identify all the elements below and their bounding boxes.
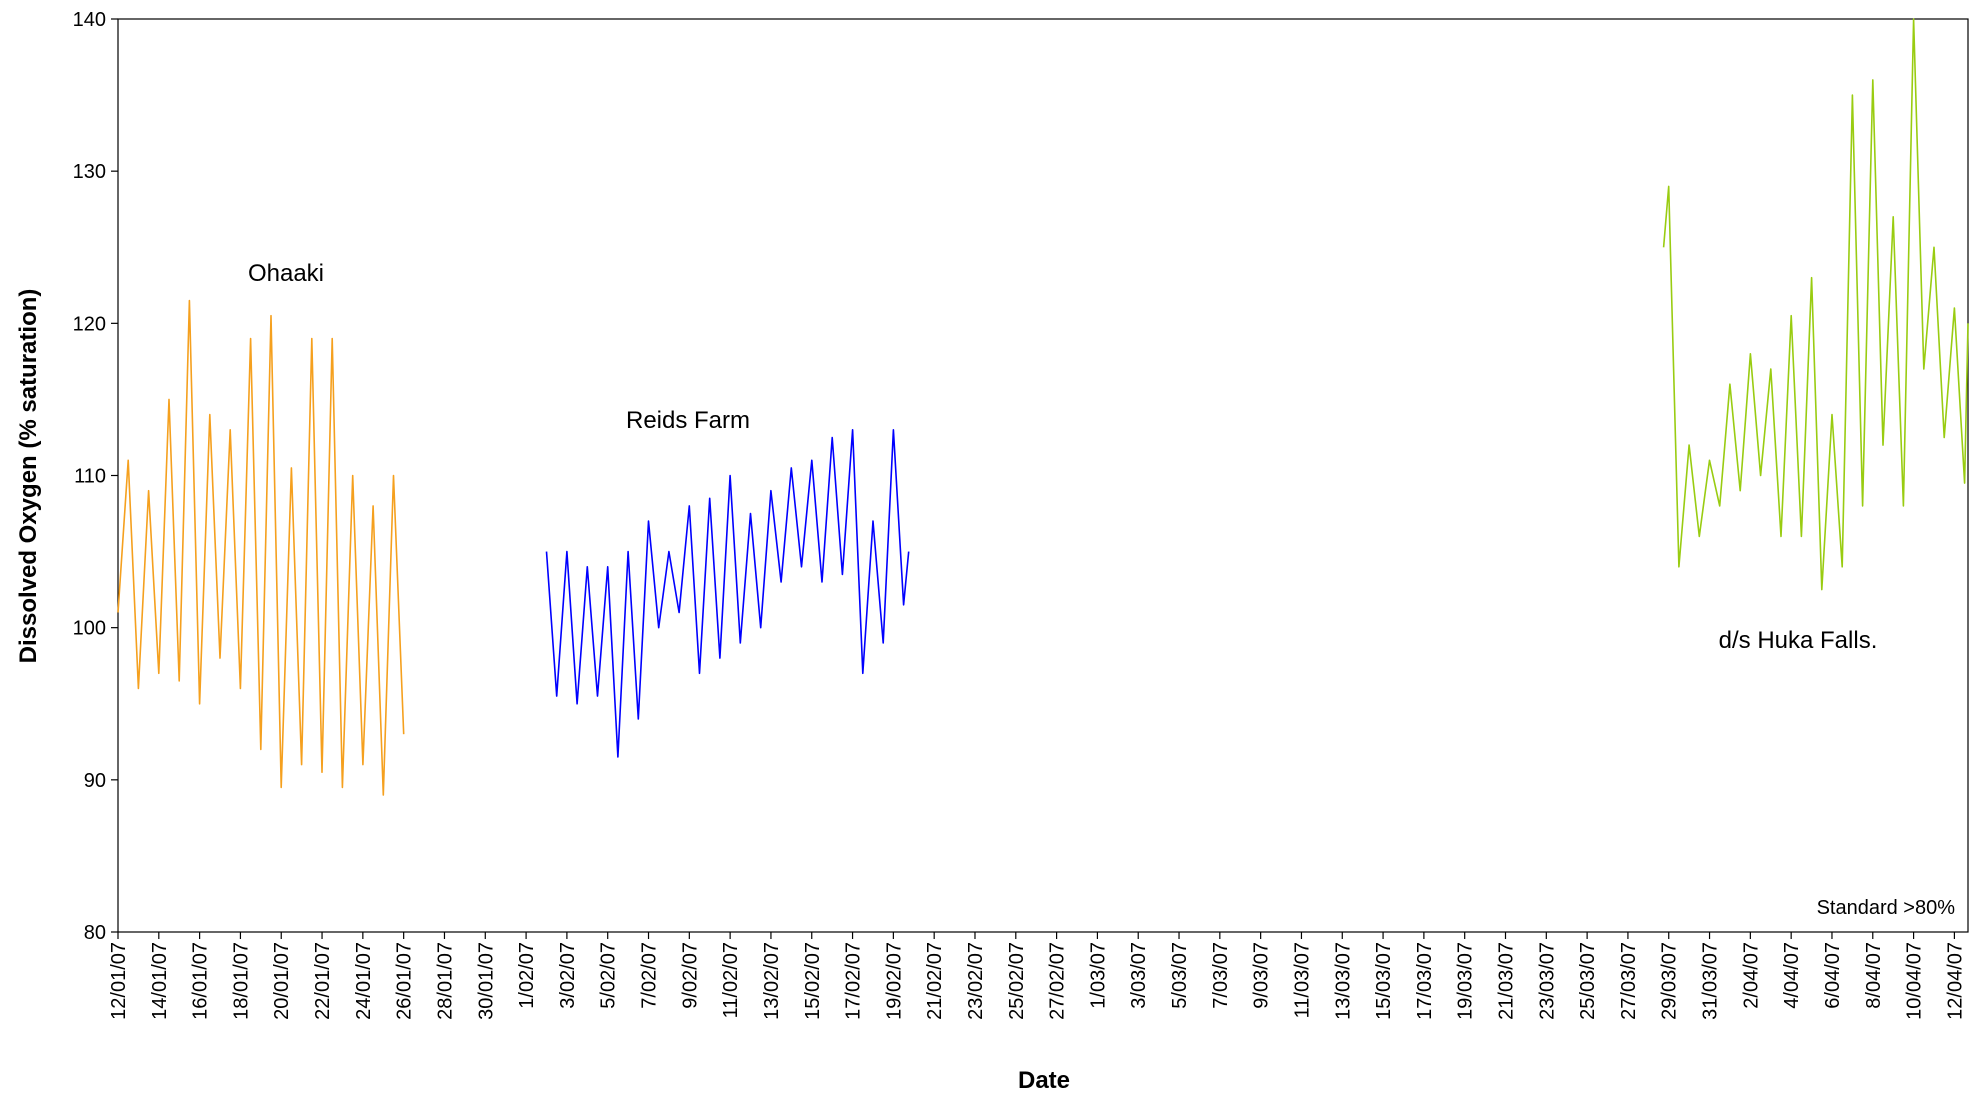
y-tick-label: 100: [73, 618, 106, 640]
y-tick-label: 90: [84, 770, 106, 792]
y-tick-label: 120: [73, 313, 106, 335]
x-tick-label: 29/03/07: [1659, 942, 1681, 1020]
x-tick-label: 1/02/07: [516, 942, 538, 1009]
x-tick-label: 12/04/07: [1944, 942, 1966, 1020]
x-tick-label: 31/03/07: [1700, 942, 1722, 1020]
x-tick-label: 17/02/07: [843, 942, 865, 1020]
plot-frame: [117, 18, 1969, 933]
x-tick-label: 2/04/07: [1740, 942, 1762, 1009]
x-tick-label: 21/03/07: [1496, 942, 1518, 1020]
x-tick-label: 3/03/07: [1128, 942, 1150, 1009]
x-tick-label: 25/02/07: [1006, 942, 1028, 1020]
x-tick-label: 1/03/07: [1087, 942, 1109, 1009]
x-tick-label: 5/02/07: [598, 942, 620, 1009]
annotation: Standard >80%: [1817, 897, 1956, 919]
x-tick-label: 23/03/07: [1536, 942, 1558, 1020]
x-tick-label: 8/04/07: [1863, 942, 1885, 1009]
x-tick-label: 6/04/07: [1822, 942, 1844, 1009]
x-tick-label: 24/01/07: [353, 942, 375, 1020]
series-line: [1662, 18, 1969, 591]
y-axis-title: Dissolved Oxygen (% saturation): [15, 289, 42, 664]
x-tick-label: 22/01/07: [312, 942, 334, 1020]
x-tick-label: 19/02/07: [883, 942, 905, 1020]
x-tick-label: 27/02/07: [1047, 942, 1069, 1020]
x-tick-label: 5/03/07: [1169, 942, 1191, 1009]
x-tick-label: 13/02/07: [761, 942, 783, 1020]
annotation: Reids Farm: [626, 407, 750, 434]
x-tick-label: 13/03/07: [1332, 942, 1354, 1020]
x-tick-label: 15/02/07: [802, 942, 824, 1020]
x-tick-label: 14/01/07: [149, 942, 171, 1020]
x-tick-label: 4/04/07: [1781, 942, 1803, 1009]
series-line: [117, 299, 405, 796]
x-tick-label: 9/02/07: [679, 942, 701, 1009]
x-tick-label: 9/03/07: [1251, 942, 1273, 1009]
x-tick-label: 15/03/07: [1373, 942, 1395, 1020]
x-tick-label: 16/01/07: [190, 942, 212, 1020]
x-tick-label: 12/01/07: [108, 942, 130, 1020]
x-tick-label: 7/02/07: [639, 942, 661, 1009]
x-tick-label: 21/02/07: [924, 942, 946, 1020]
x-tick-label: 11/02/07: [720, 942, 742, 1018]
x-tick-label: 7/03/07: [1210, 942, 1232, 1009]
x-tick-label: 3/02/07: [557, 942, 579, 1009]
x-tick-label: 27/03/07: [1618, 942, 1640, 1020]
annotation: Ohaaki: [248, 260, 324, 287]
x-tick-label: 26/01/07: [394, 942, 416, 1020]
x-tick-label: 11/03/07: [1291, 942, 1313, 1018]
x-tick-label: 20/01/07: [271, 942, 293, 1020]
annotation: d/s Huka Falls.: [1719, 627, 1878, 654]
y-tick-label: 80: [84, 922, 106, 944]
x-tick-label: 17/03/07: [1414, 942, 1436, 1020]
x-tick-label: 28/01/07: [434, 942, 456, 1020]
y-tick-label: 130: [73, 161, 106, 183]
y-tick-label: 110: [74, 466, 106, 488]
x-tick-label: 18/01/07: [230, 942, 252, 1020]
x-axis-title: Date: [1018, 1067, 1070, 1094]
x-tick-label: 23/02/07: [965, 942, 987, 1020]
x-tick-label: 10/04/07: [1904, 942, 1926, 1020]
x-tick-label: 25/03/07: [1577, 942, 1599, 1020]
series-line: [545, 429, 910, 758]
y-tick-label: 140: [73, 9, 106, 31]
x-tick-label: 30/01/07: [475, 942, 497, 1020]
x-tick-label: 19/03/07: [1455, 942, 1477, 1020]
